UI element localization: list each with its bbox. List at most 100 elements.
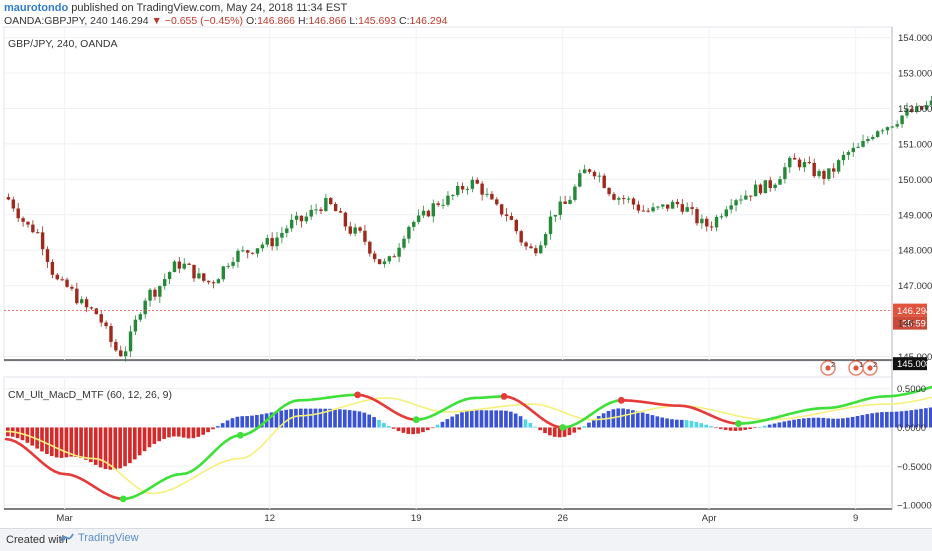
candle[interactable] (251, 252, 254, 254)
candle[interactable] (568, 196, 571, 204)
candle[interactable] (456, 182, 459, 197)
candle[interactable] (842, 151, 845, 165)
candle[interactable] (646, 208, 649, 213)
candle[interactable] (202, 273, 205, 283)
candle[interactable] (637, 201, 640, 214)
candle[interactable] (363, 225, 366, 245)
candle[interactable] (559, 196, 562, 220)
candle[interactable] (173, 260, 176, 272)
candle[interactable] (812, 159, 815, 178)
candle[interactable] (397, 243, 400, 262)
candle[interactable] (56, 273, 59, 280)
candle[interactable] (222, 266, 225, 282)
candle[interactable] (378, 259, 381, 264)
candle[interactable] (822, 169, 825, 185)
candle[interactable] (710, 221, 713, 231)
candle[interactable] (715, 215, 718, 232)
candle[interactable] (129, 326, 132, 357)
candle[interactable] (368, 241, 371, 257)
candle[interactable] (305, 212, 308, 223)
candle[interactable] (114, 339, 117, 352)
candle[interactable] (309, 205, 312, 220)
candle[interactable] (109, 323, 112, 347)
candle[interactable] (158, 286, 161, 304)
candle[interactable] (744, 190, 747, 200)
candle[interactable] (436, 201, 439, 207)
candle[interactable] (417, 209, 420, 224)
candle[interactable] (627, 196, 630, 203)
candle[interactable] (134, 316, 137, 335)
candle[interactable] (515, 219, 518, 234)
candle[interactable] (143, 298, 146, 318)
candle[interactable] (490, 191, 493, 200)
candle[interactable] (476, 177, 479, 184)
candle[interactable] (407, 225, 410, 243)
candle[interactable] (187, 263, 190, 265)
candle[interactable] (607, 187, 610, 196)
candle[interactable] (837, 159, 840, 174)
candle[interactable] (480, 181, 483, 200)
candle[interactable] (510, 213, 513, 221)
candle[interactable] (295, 212, 298, 225)
candle[interactable] (642, 205, 645, 212)
candle[interactable] (388, 256, 391, 264)
candle[interactable] (402, 235, 405, 249)
candle[interactable] (26, 221, 29, 228)
candle[interactable] (51, 259, 54, 278)
candle[interactable] (46, 246, 49, 268)
candle[interactable] (808, 156, 811, 164)
candle[interactable] (41, 226, 44, 255)
candle[interactable] (861, 135, 864, 148)
candle[interactable] (207, 280, 210, 284)
candle[interactable] (285, 225, 288, 237)
tradingview-brand[interactable]: TradingView (60, 531, 139, 545)
candle[interactable] (163, 274, 166, 290)
candle[interactable] (622, 195, 625, 204)
candle[interactable] (681, 199, 684, 214)
candle[interactable] (729, 199, 732, 213)
candle[interactable] (573, 184, 576, 202)
candle[interactable] (886, 126, 889, 134)
candle[interactable] (231, 257, 234, 269)
candle[interactable] (339, 208, 342, 213)
candle[interactable] (16, 203, 19, 222)
candle[interactable] (534, 245, 537, 256)
candle[interactable] (95, 308, 98, 315)
candle[interactable] (578, 169, 581, 187)
candle[interactable] (270, 232, 273, 250)
candles[interactable] (7, 49, 932, 362)
candle[interactable] (495, 197, 498, 206)
candle[interactable] (705, 216, 708, 231)
candle[interactable] (602, 173, 605, 188)
candle[interactable] (236, 249, 239, 268)
candle[interactable] (280, 227, 283, 243)
candle[interactable] (119, 346, 122, 357)
candle[interactable] (432, 200, 435, 223)
candle[interactable] (7, 193, 10, 200)
candle[interactable] (197, 268, 200, 279)
candle[interactable] (891, 126, 894, 128)
candle[interactable] (588, 169, 591, 174)
price-chart[interactable]: 154.000153.000152.000151.000150.000149.0… (0, 26, 932, 528)
candle[interactable] (275, 232, 278, 251)
candle[interactable] (192, 265, 195, 282)
candle[interactable] (183, 258, 186, 270)
candle[interactable] (832, 163, 835, 178)
candle[interactable] (686, 202, 689, 212)
candle[interactable] (725, 206, 728, 218)
candle[interactable] (852, 143, 855, 157)
candle[interactable] (85, 297, 88, 312)
time-axis[interactable]: Mar121926Apr91623May7142128 (56, 513, 932, 524)
candle[interactable] (505, 208, 508, 221)
candle[interactable] (373, 251, 376, 262)
candle[interactable] (671, 200, 674, 209)
candle[interactable] (690, 202, 693, 215)
candle[interactable] (422, 206, 425, 218)
candle[interactable] (12, 197, 15, 212)
candle[interactable] (612, 192, 615, 200)
candle[interactable] (461, 182, 464, 193)
candle[interactable] (734, 199, 737, 212)
candle[interactable] (21, 216, 24, 226)
candle[interactable] (773, 183, 776, 191)
candle[interactable] (798, 157, 801, 170)
